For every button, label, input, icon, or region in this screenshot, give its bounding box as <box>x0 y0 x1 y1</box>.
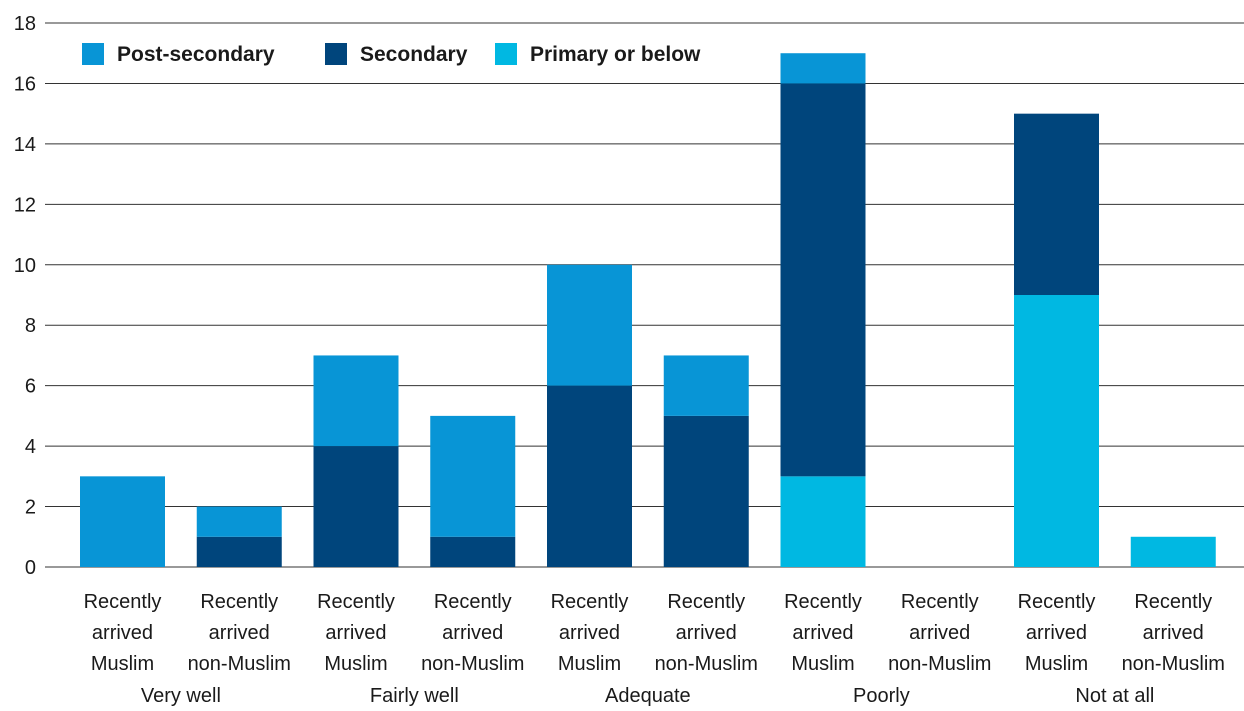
bars <box>80 53 1216 567</box>
bar-segment <box>780 83 866 477</box>
group-label: Fairly well <box>370 685 459 707</box>
y-tick-label: 12 <box>14 194 36 216</box>
category-label: Muslim <box>791 653 854 675</box>
category-label: Recently <box>84 591 162 613</box>
category-label: arrived <box>909 622 970 644</box>
bar-segment <box>313 446 399 567</box>
category-label: Muslim <box>558 653 621 675</box>
y-tick-label: 2 <box>25 497 36 519</box>
legend: Post-secondary Secondary Primary or below <box>82 43 701 66</box>
bar-segment <box>430 536 516 567</box>
x-axis-labels: Recently arrived Muslim Recently arrived non-… <box>84 591 1225 707</box>
category-label: arrived <box>1026 622 1087 644</box>
legend-swatch <box>495 43 517 65</box>
category-label: Recently <box>667 591 745 613</box>
group-label: Not at all <box>1075 685 1154 707</box>
category-label: arrived <box>325 622 386 644</box>
category-label: Recently <box>434 591 512 613</box>
bar-segment <box>430 415 516 537</box>
y-tick-label: 6 <box>25 376 36 398</box>
bar-segment <box>1014 113 1099 296</box>
category-label: non-Muslim <box>1122 653 1225 675</box>
category-label: Recently <box>901 591 979 613</box>
category-label: Recently <box>1134 591 1212 613</box>
category-label: Muslim <box>324 653 387 675</box>
category-label: non-Muslim <box>888 653 991 675</box>
y-tick-label: 16 <box>14 73 36 95</box>
category-label: Recently <box>784 591 862 613</box>
bar-segment <box>1014 295 1099 567</box>
category-label: Recently <box>551 591 629 613</box>
category-label: Recently <box>1018 591 1096 613</box>
bar-segment <box>547 385 632 567</box>
y-tick-label: 14 <box>14 134 36 156</box>
group-label: Poorly <box>853 685 910 707</box>
group-label: Very well <box>141 685 221 707</box>
bar-segment <box>663 355 749 416</box>
bar-segment <box>663 415 749 567</box>
category-label: Muslim <box>91 653 154 675</box>
category-label: arrived <box>209 622 270 644</box>
bar-segment <box>80 476 165 567</box>
category-label: non-Muslim <box>655 653 758 675</box>
y-tick-label: 8 <box>25 315 36 337</box>
category-label: arrived <box>559 622 620 644</box>
legend-label: Secondary <box>360 43 468 66</box>
category-label: arrived <box>92 622 153 644</box>
category-label: non-Muslim <box>421 653 524 675</box>
y-tick-label: 4 <box>25 436 36 458</box>
legend-label: Primary or below <box>530 43 701 66</box>
category-label: arrived <box>676 622 737 644</box>
y-tick-label: 18 <box>14 13 36 35</box>
category-label: arrived <box>442 622 503 644</box>
category-label: arrived <box>1143 622 1204 644</box>
category-label: Recently <box>200 591 278 613</box>
y-axis-ticks: 0 2 4 6 8 10 12 14 16 18 <box>14 13 36 579</box>
legend-swatch <box>325 43 347 65</box>
group-label: Adequate <box>605 685 691 707</box>
category-label: Muslim <box>1025 653 1088 675</box>
bar-segment <box>313 355 399 447</box>
bar-segment <box>780 53 866 84</box>
legend-label: Post-secondary <box>117 43 275 66</box>
category-label: non-Muslim <box>188 653 291 675</box>
bar-segment <box>780 476 866 567</box>
y-tick-label: 10 <box>14 255 36 277</box>
category-label: arrived <box>792 622 853 644</box>
bar-segment <box>547 264 632 386</box>
bar-segment <box>1130 536 1216 567</box>
y-tick-label: 0 <box>25 557 36 579</box>
bar-segment <box>196 536 282 567</box>
category-label: Recently <box>317 591 395 613</box>
legend-swatch <box>82 43 104 65</box>
bar-segment <box>196 506 282 537</box>
